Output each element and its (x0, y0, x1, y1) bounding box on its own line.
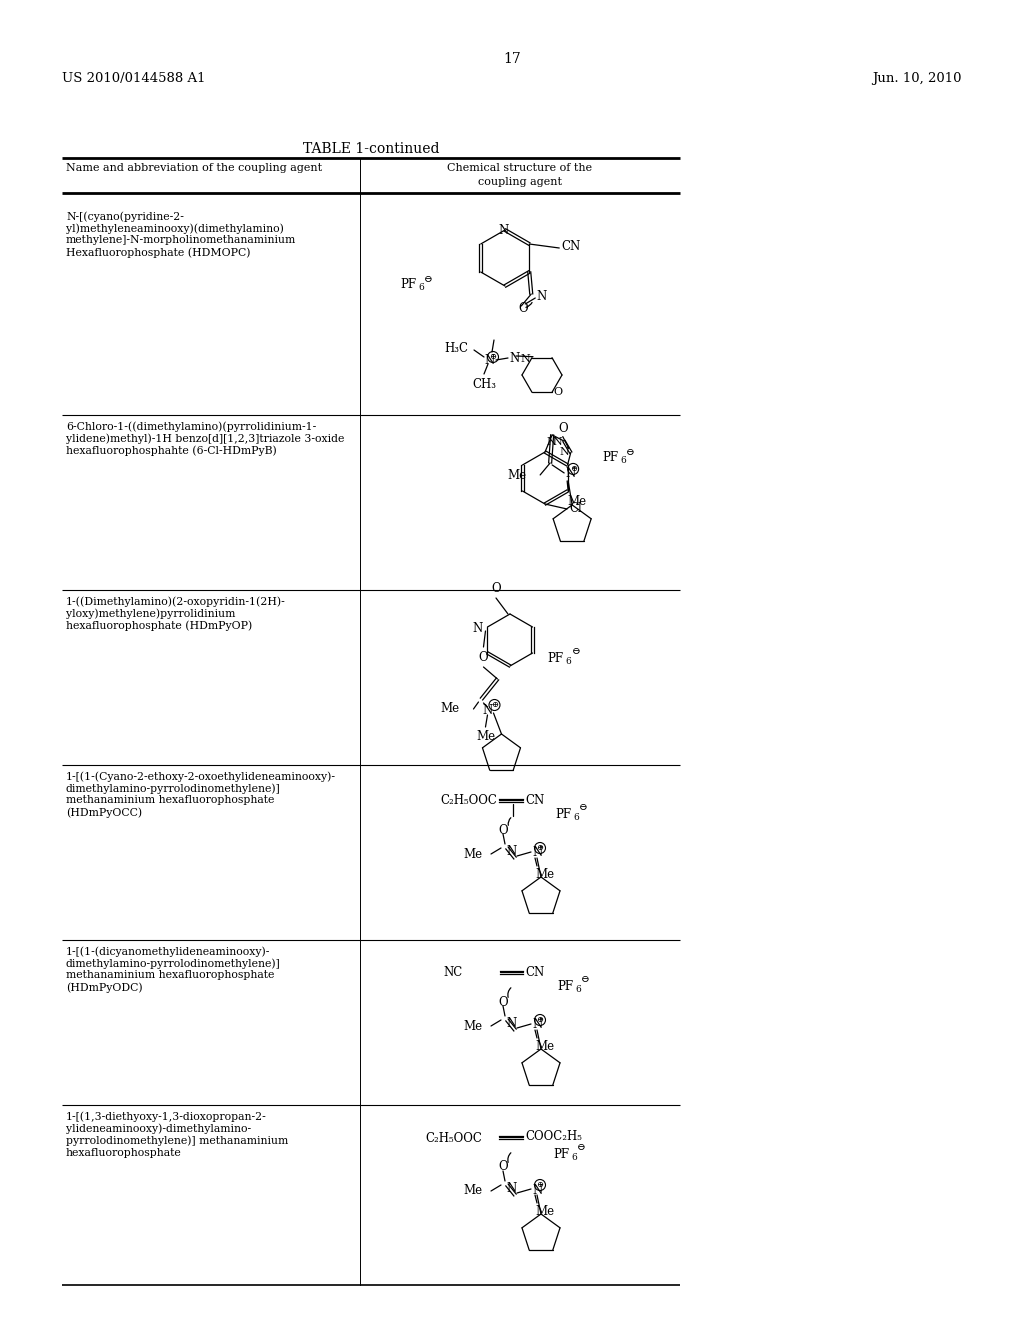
Text: COOC₂H₅: COOC₂H₅ (525, 1130, 582, 1143)
Text: PF: PF (557, 979, 573, 993)
Text: Me: Me (535, 1040, 554, 1053)
Text: 6: 6 (571, 1154, 577, 1163)
Text: CN: CN (525, 793, 544, 807)
Text: 17: 17 (503, 51, 521, 66)
Text: CH₃: CH₃ (472, 378, 496, 391)
Text: 1-((Dimethylamino)(2-oxopyridin-1(2H)-
yloxy)methylene)pyrrolidinium
hexafluorop: 1-((Dimethylamino)(2-oxopyridin-1(2H)- y… (66, 597, 286, 631)
Text: O: O (499, 995, 508, 1008)
Text: CN: CN (561, 240, 581, 253)
Text: PF: PF (602, 451, 618, 465)
Text: US 2010/0144588 A1: US 2010/0144588 A1 (62, 73, 206, 84)
Text: ⊕: ⊕ (490, 701, 498, 709)
Text: N: N (532, 1019, 543, 1031)
Text: H₃C: H₃C (444, 342, 468, 355)
Text: N: N (509, 352, 519, 366)
Text: O: O (518, 301, 528, 314)
Text: ⊖: ⊖ (577, 1143, 586, 1152)
Text: O: O (558, 421, 567, 434)
Text: C₂H₅OOC: C₂H₅OOC (425, 1131, 482, 1144)
Text: ⊖: ⊖ (424, 275, 433, 284)
Text: PF: PF (553, 1148, 569, 1162)
Text: ⊖: ⊖ (571, 648, 581, 656)
Text: N: N (482, 704, 493, 717)
Text: Me: Me (567, 495, 587, 508)
Text: ⊕: ⊕ (569, 465, 577, 473)
Text: Me: Me (464, 1019, 483, 1032)
Text: ⊕: ⊕ (537, 1016, 544, 1024)
Text: O: O (478, 651, 488, 664)
Text: 1-[(1-(dicyanomethylideneaminooxy)-
dimethylamino-pyrrolodinomethylene)]
methana: 1-[(1-(dicyanomethylideneaminooxy)- dime… (66, 946, 281, 993)
Text: ⊕: ⊕ (537, 1181, 544, 1189)
Text: N: N (472, 622, 482, 635)
Text: N: N (506, 1181, 516, 1195)
Text: PF: PF (548, 652, 563, 664)
Text: Me: Me (440, 701, 460, 714)
Text: O: O (499, 1160, 508, 1173)
Text: Jun. 10, 2010: Jun. 10, 2010 (872, 73, 962, 84)
Text: N: N (485, 354, 496, 367)
Text: Me: Me (507, 470, 526, 482)
Text: ⊖: ⊖ (581, 974, 590, 983)
Text: 6: 6 (573, 813, 579, 822)
Text: N: N (520, 354, 530, 364)
Text: N: N (532, 846, 543, 859)
Text: N-[(cyano(pyridine-2-
yl)methyleneaminooxy)(dimethylamino)
methylene]-N-morpholi: N-[(cyano(pyridine-2- yl)methyleneaminoo… (66, 211, 296, 257)
Text: 1-[(1-(Cyano-2-ethoxy-2-oxoethylideneaminooxy)-
dimethylamino-pyrrolodinomethyle: 1-[(1-(Cyano-2-ethoxy-2-oxoethylideneami… (66, 771, 336, 817)
Text: N: N (565, 467, 575, 480)
Text: CN: CN (525, 965, 544, 978)
Text: Me: Me (535, 1205, 554, 1218)
Text: N: N (532, 1184, 543, 1196)
Text: N: N (506, 1016, 516, 1030)
Text: ⊖: ⊖ (626, 449, 635, 458)
Text: NC: NC (443, 966, 463, 979)
Text: PF: PF (400, 279, 416, 292)
Text: PF: PF (555, 808, 571, 821)
Text: Me: Me (476, 730, 495, 743)
Text: 6: 6 (565, 656, 571, 665)
Text: 1-[(1,3-diethyoxy-1,3-dioxopropan-2-
ylideneaminooxy)-dimethylamino-
pyrrolodino: 1-[(1,3-diethyoxy-1,3-dioxopropan-2- yli… (66, 1111, 288, 1158)
Text: N: N (506, 845, 516, 858)
Text: ⊖: ⊖ (579, 804, 588, 813)
Text: 6-Chloro-1-((dimethylamino)(pyrrolidinium-1-
ylidene)methyl)-1H benzo[d][1,2,3]t: 6-Chloro-1-((dimethylamino)(pyrrolidiniu… (66, 421, 344, 457)
Text: TABLE 1-continued: TABLE 1-continued (303, 143, 439, 156)
Text: N: N (552, 437, 562, 447)
Text: 6: 6 (621, 457, 626, 466)
Text: 6: 6 (418, 284, 424, 293)
Text: Name and abbreviation of the coupling agent: Name and abbreviation of the coupling ag… (66, 162, 323, 173)
Text: N: N (499, 224, 509, 238)
Text: O: O (499, 824, 508, 837)
Text: C₂H₅OOC: C₂H₅OOC (440, 795, 497, 808)
Text: Me: Me (464, 1184, 483, 1197)
Text: O: O (553, 387, 562, 397)
Text: ⊕: ⊕ (537, 843, 544, 851)
Text: Chemical structure of the: Chemical structure of the (447, 162, 593, 173)
Text: Me: Me (464, 847, 483, 861)
Text: N: N (546, 437, 556, 447)
Text: O: O (492, 582, 501, 595)
Text: 6: 6 (575, 985, 581, 994)
Text: Cl: Cl (569, 503, 582, 516)
Text: N: N (559, 446, 568, 457)
Text: ⊕: ⊕ (489, 352, 497, 360)
Text: coupling agent: coupling agent (478, 177, 562, 187)
Text: N: N (537, 290, 547, 304)
Text: Me: Me (535, 869, 554, 880)
